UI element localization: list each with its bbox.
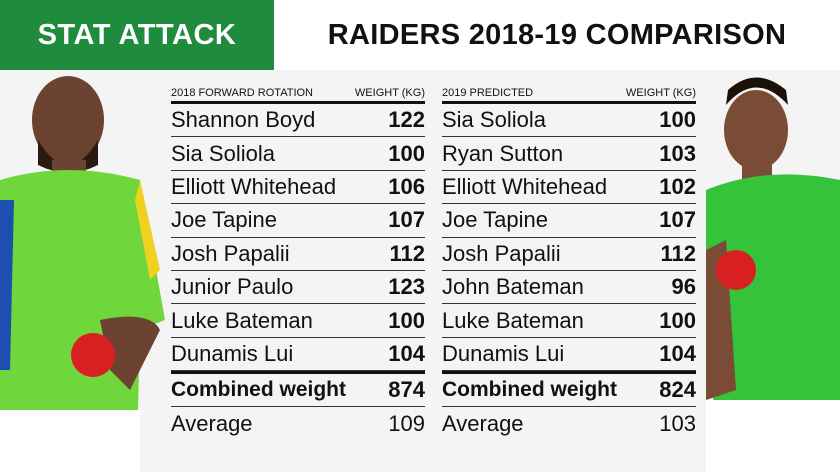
column-header-weight: WEIGHT (KG) bbox=[625, 86, 696, 99]
player-weight: 102 bbox=[659, 173, 696, 199]
combined-label: Combined weight bbox=[171, 378, 346, 402]
player-weight: 103 bbox=[659, 140, 696, 166]
table-2018: 2018 FORWARD ROTATION WEIGHT (KG) Shannon … bbox=[171, 84, 425, 441]
player-weight: 104 bbox=[388, 340, 425, 366]
table-row: Luke Bateman 100 bbox=[171, 304, 425, 338]
player-name: John Bateman bbox=[442, 274, 584, 300]
player-weight: 107 bbox=[388, 207, 425, 233]
player-name: Josh Papalii bbox=[442, 240, 561, 266]
player-photo-left bbox=[0, 76, 165, 472]
player-weight: 100 bbox=[388, 307, 425, 333]
average-label: Average bbox=[171, 410, 253, 436]
player-name: Josh Papalii bbox=[171, 240, 290, 266]
table-row: Dunamis Lui 104 bbox=[171, 338, 425, 372]
player-name: Elliott Whitehead bbox=[171, 173, 337, 199]
table-row: Josh Papalii 112 bbox=[171, 238, 425, 271]
table-row: Elliott Whitehead 106 bbox=[171, 171, 425, 205]
table-row: Sia Soliola 100 bbox=[171, 137, 425, 171]
player-weight: 100 bbox=[388, 140, 425, 166]
player-photo-right bbox=[706, 77, 840, 472]
player-weight: 96 bbox=[671, 274, 696, 300]
player-name: Joe Tapine bbox=[442, 207, 549, 233]
player-name: Sia Soliola bbox=[171, 140, 275, 166]
combined-value: 824 bbox=[659, 377, 696, 403]
column-header-name: 2018 FORWARD ROTATION bbox=[171, 86, 314, 99]
table-header: 2018 FORWARD ROTATION WEIGHT (KG) bbox=[171, 84, 425, 104]
player-name: Shannon Boyd bbox=[171, 107, 316, 133]
player-name: Ryan Sutton bbox=[442, 140, 564, 166]
table-header: 2019 PREDICTED WEIGHT (KG) bbox=[442, 84, 696, 104]
table-row: Ryan Sutton 103 bbox=[442, 137, 696, 171]
player-weight: 112 bbox=[660, 240, 697, 266]
player-weight: 104 bbox=[659, 340, 696, 366]
table-2019: 2019 PREDICTED WEIGHT (KG) Sia Soliola 100 R… bbox=[442, 84, 696, 441]
average-value: 103 bbox=[659, 410, 696, 436]
player-weight: 100 bbox=[659, 307, 696, 333]
combined-weight-row: Combined weight 824 bbox=[442, 371, 696, 408]
combined-value: 874 bbox=[388, 377, 425, 403]
average-row: Average 109 bbox=[171, 407, 425, 440]
table-row: John Bateman 96 bbox=[442, 271, 696, 305]
player-weight: 123 bbox=[388, 274, 425, 300]
average-value: 109 bbox=[388, 410, 425, 436]
player-name: Elliott Whitehead bbox=[442, 173, 608, 199]
stat-attack-badge: STAT ATTACK bbox=[0, 0, 274, 70]
table-row: Joe Tapine 107 bbox=[442, 204, 696, 238]
player-weight: 107 bbox=[659, 207, 696, 233]
player-name: Luke Bateman bbox=[442, 307, 584, 333]
player-weight: 122 bbox=[388, 107, 425, 133]
player-name: Junior Paulo bbox=[171, 274, 294, 300]
table-row: Dunamis Lui 104 bbox=[442, 338, 696, 372]
player-name: Joe Tapine bbox=[171, 207, 278, 233]
player-name: Dunamis Lui bbox=[171, 340, 294, 366]
table-row: Sia Soliola 100 bbox=[442, 104, 696, 138]
player-weight: 112 bbox=[389, 240, 426, 266]
column-header-name: 2019 PREDICTED bbox=[442, 86, 534, 99]
page-title: RAIDERS 2018-19 COMPARISON bbox=[274, 0, 840, 70]
table-row: Elliott Whitehead 102 bbox=[442, 171, 696, 205]
average-label: Average bbox=[442, 410, 524, 436]
table-row: Junior Paulo 123 bbox=[171, 271, 425, 305]
player-weight: 100 bbox=[659, 107, 696, 133]
combined-label: Combined weight bbox=[442, 378, 617, 402]
player-name: Sia Soliola bbox=[442, 107, 546, 133]
combined-weight-row: Combined weight 874 bbox=[171, 371, 425, 408]
player-name: Luke Bateman bbox=[171, 307, 313, 333]
column-header-weight: WEIGHT (KG) bbox=[354, 86, 425, 99]
table-row: Luke Bateman 100 bbox=[442, 304, 696, 338]
table-row: Shannon Boyd 122 bbox=[171, 104, 425, 138]
table-row: Josh Papalii 112 bbox=[442, 238, 696, 271]
average-row: Average 103 bbox=[442, 407, 696, 440]
player-weight: 106 bbox=[388, 173, 425, 199]
player-name: Dunamis Lui bbox=[442, 340, 565, 366]
table-row: Joe Tapine 107 bbox=[171, 204, 425, 238]
